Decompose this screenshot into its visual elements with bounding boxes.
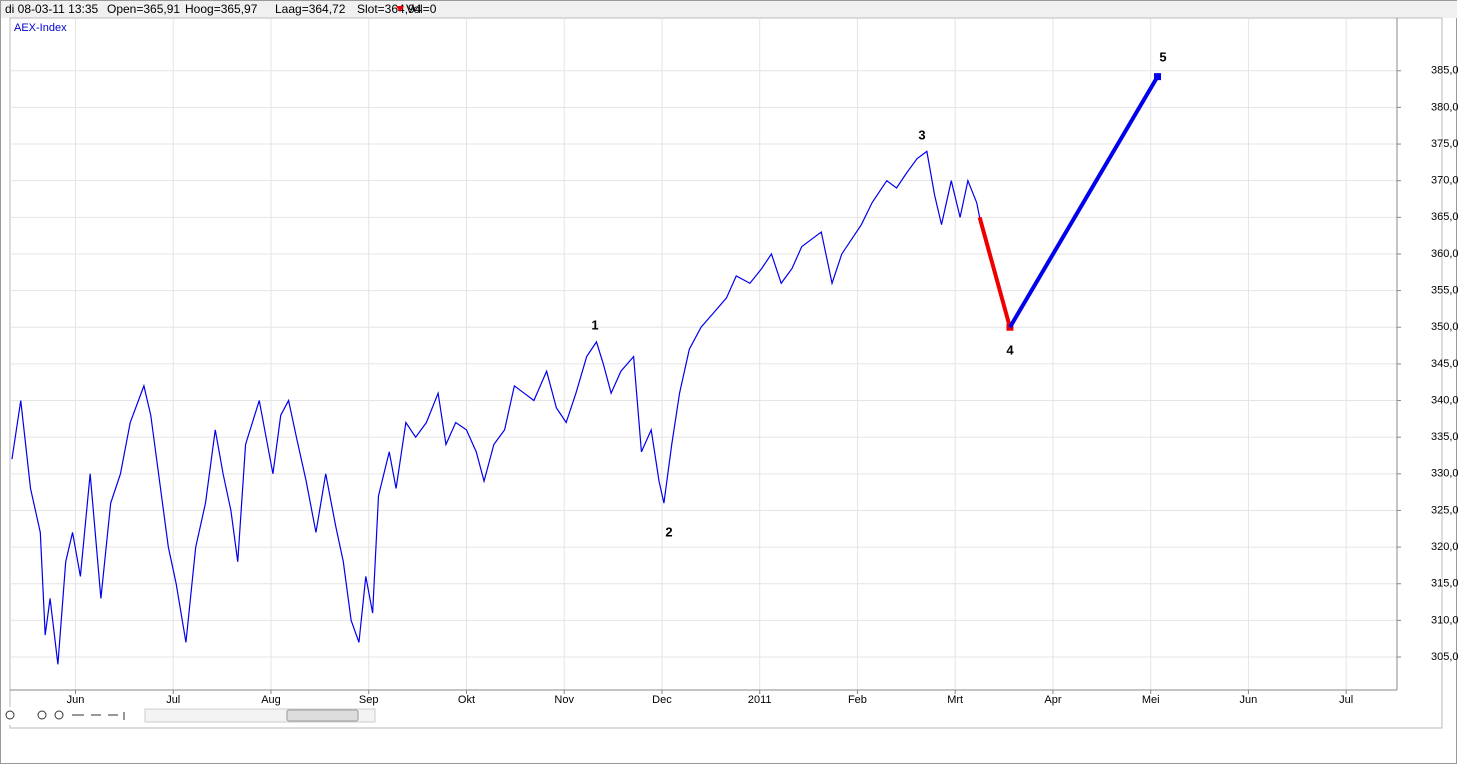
y-tick-label: 365,00 [1431, 211, 1458, 223]
x-tick-label: Jul [166, 694, 180, 706]
y-tick-label: 320,00 [1431, 541, 1458, 553]
header-volume: Vol=0 [406, 2, 437, 16]
x-tick-label: Jul [1339, 694, 1353, 706]
plot-layer [10, 18, 1397, 690]
y-tick-label: 330,00 [1431, 468, 1458, 480]
x-tick-label: 2011 [748, 694, 772, 706]
zoom-icon[interactable] [5, 710, 15, 720]
wave-label: 5 [1159, 49, 1166, 64]
x-tick-label: Aug [261, 694, 281, 706]
y-tick-label: 355,00 [1431, 285, 1458, 297]
legend-entry: AEX-Index [14, 22, 67, 34]
y-tick-label: 345,00 [1431, 358, 1458, 370]
y-tick-label: 380,00 [1431, 101, 1458, 113]
down-arrow [396, 6, 404, 12]
header-low: Laag=364,72 [275, 2, 346, 16]
y-tick-label: 325,00 [1431, 504, 1458, 516]
wave-label: 3 [918, 127, 925, 142]
x-tick-label: Feb [848, 694, 867, 706]
y-tick-label: 360,00 [1431, 248, 1458, 260]
x-tick-label: Dec [652, 694, 672, 706]
header-close: Slot=364,94 [357, 2, 422, 16]
x-tick-label: Jun [1240, 694, 1258, 706]
header-bar [1, 1, 1457, 18]
header-high: Hoog=365,97 [185, 2, 258, 16]
y-tick-label: 305,00 [1431, 651, 1458, 663]
y-tick-label: 335,00 [1431, 431, 1458, 443]
pan-icons[interactable] [72, 712, 125, 720]
y-tick-label: 340,00 [1431, 394, 1458, 406]
x-tick-label: Nov [554, 694, 574, 706]
x-tick-label: Sep [359, 694, 379, 706]
y-tick-label: 310,00 [1431, 614, 1458, 626]
zoom-in-icon[interactable] [37, 710, 47, 720]
wave-label: 1 [591, 317, 598, 332]
x-tick-label: Apr [1044, 694, 1061, 706]
price-line [11, 150, 981, 665]
scroll-thumb[interactable] [286, 709, 359, 722]
projection-line [1008, 75, 1160, 329]
y-tick-label: 385,00 [1431, 65, 1458, 77]
zoom-out-icon[interactable] [54, 710, 64, 720]
y-tick-label: 375,00 [1431, 138, 1458, 150]
header-date: di 08-03-11 13:35 [5, 2, 99, 16]
x-tick-label: Mei [1142, 694, 1160, 706]
y-tick-label: 350,00 [1431, 321, 1458, 333]
wave-label: 4 [1006, 342, 1014, 357]
x-tick-label: Jun [67, 694, 85, 706]
y-tick-label: 370,00 [1431, 175, 1458, 187]
x-tick-label: Okt [458, 694, 475, 706]
projection-line [977, 216, 1012, 328]
chart-frame [9, 17, 1443, 729]
wave-label: 2 [665, 524, 672, 539]
projection-point [1154, 73, 1162, 81]
toolbar[interactable] [2, 707, 376, 725]
x-tick-label: Mrt [947, 694, 963, 706]
header-open: Open=365,91 [107, 2, 180, 16]
toolbar-bg [2, 707, 142, 725]
y-tick-label: 315,00 [1431, 578, 1458, 590]
